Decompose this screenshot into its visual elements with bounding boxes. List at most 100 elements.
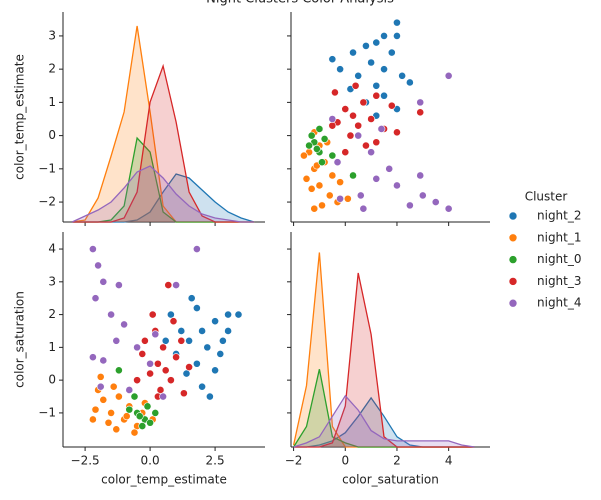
- scatter-point: [148, 310, 157, 319]
- legend-label: night_2: [537, 209, 582, 223]
- scatter-point: [333, 158, 342, 167]
- scatter-point: [349, 111, 357, 120]
- scatter-point: [315, 125, 324, 133]
- scatter-point: [211, 317, 219, 326]
- scatter-point: [431, 198, 440, 206]
- y-tick-label: 2: [48, 62, 56, 76]
- x-tick-label: 0: [341, 454, 349, 468]
- y-tick-label: 0: [48, 128, 56, 142]
- scatter-point: [125, 386, 134, 394]
- scatter-point: [112, 425, 121, 434]
- scatter-point: [336, 194, 345, 203]
- scatter-point: [359, 98, 368, 107]
- scatter-point: [96, 382, 105, 391]
- scatter-point: [172, 281, 180, 289]
- scatter-point: [336, 65, 345, 74]
- scatter-point: [362, 41, 370, 50]
- scatter-point: [91, 405, 100, 414]
- scatter-point: [203, 343, 212, 352]
- scatter-point: [138, 422, 147, 430]
- scatter-point: [94, 261, 102, 270]
- scatter-point: [307, 131, 316, 140]
- scatter-point: [328, 121, 337, 130]
- scatter-point: [159, 392, 167, 401]
- scatter-point: [351, 81, 360, 90]
- scatter-point: [161, 336, 170, 345]
- kde-area: [72, 166, 255, 222]
- scatter-point: [234, 310, 243, 319]
- scatter-point: [356, 191, 365, 200]
- kde-line: [293, 272, 475, 448]
- y-tick-label: 3: [48, 28, 56, 42]
- scatter-point: [372, 174, 381, 183]
- scatter-point: [99, 277, 108, 286]
- legend-label: night_3: [537, 274, 582, 288]
- scatter-point: [161, 366, 170, 375]
- scatter-point: [185, 363, 193, 371]
- scatter-point: [315, 181, 324, 190]
- scatter-point: [192, 245, 201, 253]
- scatter-point: [405, 201, 414, 210]
- scatter-point: [185, 336, 193, 345]
- scatter-point: [367, 148, 376, 157]
- scatter-point: [393, 181, 401, 190]
- x-tick-label: 2.5: [206, 454, 225, 468]
- scatter-point: [88, 245, 97, 253]
- scatter-point: [151, 330, 160, 339]
- scatter-point: [146, 369, 154, 378]
- scatter-point: [312, 144, 321, 153]
- scatter-point: [192, 304, 201, 312]
- scatter-point: [135, 412, 144, 421]
- scatter-point: [164, 281, 173, 289]
- scatter-point: [177, 327, 186, 335]
- scatter-point: [177, 336, 186, 345]
- scatter-point: [318, 201, 326, 210]
- scatter-point: [416, 171, 425, 180]
- scatter-point: [146, 418, 154, 427]
- x-tick-label: 2: [393, 454, 401, 468]
- scatter-point: [125, 405, 134, 414]
- scatter-point: [418, 191, 427, 200]
- scatter-point: [444, 204, 453, 213]
- scatter-point: [380, 91, 388, 100]
- scatter-point: [320, 135, 329, 143]
- scatter-point: [336, 178, 345, 187]
- scatter-point: [114, 366, 123, 375]
- scatter-point: [300, 151, 308, 160]
- x-tick-label: −2.5: [71, 454, 100, 468]
- scatter-point: [91, 294, 100, 303]
- scatter-point: [211, 366, 219, 375]
- scatter-point: [354, 71, 363, 80]
- scatter-point: [143, 402, 152, 411]
- scatter-point: [205, 392, 214, 401]
- scatter-point: [380, 32, 388, 40]
- y-tick-label: 4: [48, 242, 56, 256]
- legend-marker: [508, 277, 518, 286]
- scatter-point: [114, 281, 123, 289]
- scatter-point: [305, 141, 313, 150]
- scatter-point: [198, 327, 206, 335]
- kde-area: [72, 174, 255, 222]
- scatter-point: [216, 350, 225, 358]
- scatter-point: [405, 78, 414, 87]
- scatter-point: [133, 343, 141, 352]
- scatter-point: [341, 148, 350, 157]
- scatter-point: [416, 98, 425, 107]
- kde-area: [72, 26, 255, 222]
- kde-area: [293, 369, 475, 447]
- scatter-point: [359, 204, 368, 213]
- scatter-point: [140, 336, 149, 345]
- legend-marker: [508, 233, 518, 243]
- scatter-point: [88, 415, 97, 424]
- scatter-point: [349, 48, 357, 57]
- y-tick-label: 1: [48, 95, 56, 109]
- scatter-point: [331, 88, 339, 97]
- scatter-point: [198, 382, 206, 391]
- kde-line: [293, 394, 475, 448]
- y-tick-label: 1: [48, 340, 56, 354]
- legend-label: night_0: [537, 252, 582, 266]
- scatter-point: [393, 18, 401, 27]
- y-tick-label: 0: [48, 373, 56, 387]
